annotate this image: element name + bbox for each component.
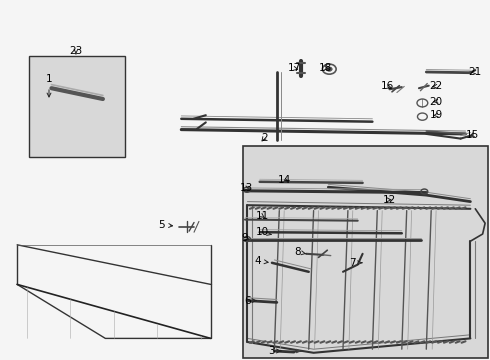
Circle shape [326, 67, 332, 71]
Text: 18: 18 [319, 63, 333, 73]
Text: 14: 14 [277, 175, 291, 185]
Text: 23: 23 [69, 46, 83, 56]
Text: 13: 13 [240, 183, 253, 193]
Text: 7: 7 [349, 258, 362, 268]
Text: 10: 10 [256, 227, 271, 237]
Bar [243, 146, 488, 358]
Text: 21: 21 [468, 67, 482, 77]
Text: 4: 4 [255, 256, 268, 266]
Text: 15: 15 [466, 130, 480, 140]
Text: 22: 22 [429, 81, 443, 91]
Text: 5: 5 [158, 220, 172, 230]
Text: 16: 16 [380, 81, 394, 91]
Text: 11: 11 [255, 211, 269, 221]
Bar [29, 56, 125, 157]
Text: 3: 3 [269, 346, 281, 356]
Text: 9: 9 [242, 233, 249, 243]
Text: 17: 17 [287, 63, 301, 73]
Text: 19: 19 [429, 110, 443, 120]
Text: 20: 20 [430, 96, 442, 107]
Text: 1: 1 [46, 74, 52, 97]
Text: 8: 8 [294, 247, 306, 257]
Text: 6: 6 [244, 296, 256, 306]
Text: 2: 2 [261, 132, 268, 143]
Text: 12: 12 [383, 195, 396, 205]
